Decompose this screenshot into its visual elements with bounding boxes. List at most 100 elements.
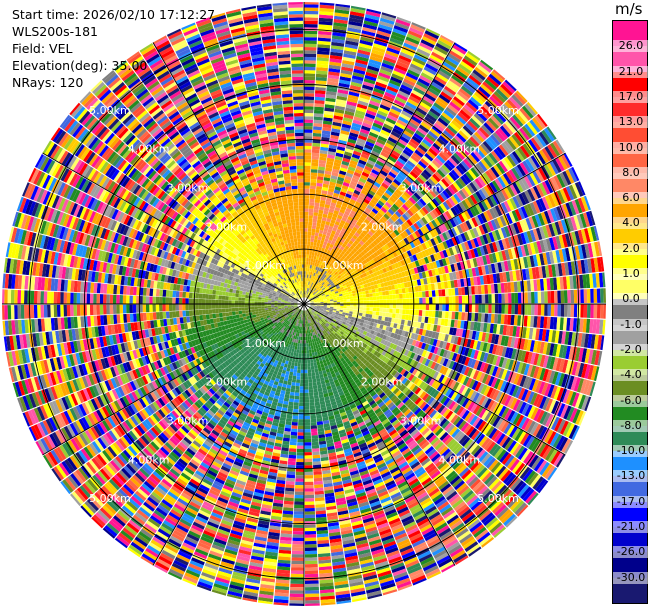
range-gate [308,218,313,223]
range-gate [377,75,390,83]
range-gate [304,103,314,107]
range-gate [304,70,316,74]
range-gate [361,316,366,320]
range-gate [399,304,403,309]
range-gate [325,100,336,106]
range-gate [367,134,378,142]
range-gate [349,159,358,166]
range-gate [365,14,380,21]
range-gate [374,84,386,92]
range-gate [409,304,413,310]
range-gate [340,305,344,308]
range-gate [335,183,343,188]
range-gate [304,7,319,12]
range-gate [410,24,425,33]
range-gate [531,291,535,304]
range-gate [316,179,324,184]
range-gate [366,307,370,311]
range-gate [330,178,337,183]
range-gate [321,261,325,266]
range-gate [344,148,354,154]
range-gate [366,109,377,117]
range-gate [371,125,382,133]
range-gate [377,135,388,143]
range-gate [376,304,380,308]
range-gate [308,278,311,282]
range-gate [361,150,371,157]
range-gate [338,136,348,142]
range-gate [352,295,357,299]
range-gate [349,198,356,204]
range-gate [327,81,339,86]
range-gate [318,206,325,211]
range-gate [331,35,346,41]
range-gate [324,224,330,229]
range-gate [320,264,324,269]
range-gate [306,284,308,288]
range-gate [355,165,364,172]
range-gate [351,177,359,184]
range-gate [330,48,344,54]
range-gate [319,153,328,158]
range-gate [399,293,403,299]
range-gate [401,288,406,294]
range-gate [339,76,352,82]
range-gate [341,126,351,132]
range-gate [327,214,333,220]
range-gate [458,287,462,296]
range-gate [382,291,386,296]
range-gate [308,225,312,229]
range-gate [316,57,329,62]
range-gate [580,289,584,303]
range-gate [396,304,400,309]
range-gate [308,284,310,289]
range-gate [367,159,376,166]
range-gate [306,291,308,295]
range-gate [304,33,318,38]
range-gate [309,195,315,200]
range-gate [304,43,317,48]
range-gate [349,308,354,312]
range-gate [346,190,354,196]
range-gate [600,288,604,303]
range-gate [319,156,327,161]
range-gate [306,277,308,282]
range-gate [480,285,485,294]
range-gate [305,264,308,268]
range-gate [554,304,558,317]
range-gate [498,293,502,304]
range-gate [323,305,327,307]
range-gate [304,198,310,202]
range-gate [312,279,315,283]
range-gate [340,73,352,79]
range-gate [349,298,354,302]
range-gate [322,127,332,132]
range-gate [497,314,502,324]
range-gate [307,288,309,292]
range-gate [304,208,309,212]
range-gate [316,186,323,190]
range-gate [411,22,426,30]
range-gate [357,100,369,107]
range-gate [583,289,588,303]
range-gate [322,230,328,235]
range-gate [349,84,362,91]
range-gate [308,254,312,259]
range-gate [359,294,363,298]
range-gate [304,63,316,68]
range-gate [305,294,307,298]
range-gate [504,293,509,304]
range-gate [311,159,319,164]
range-gate [365,293,370,298]
range-gate [318,267,322,272]
range-gate [376,113,387,121]
range-gate [330,305,334,307]
range-gate [319,14,334,19]
range-gate [441,289,446,297]
range-gate [306,295,309,299]
range-gate [315,86,326,91]
range-gate [305,271,308,275]
range-gate [389,37,404,46]
range-gate [442,304,446,311]
range-gate [324,204,331,209]
